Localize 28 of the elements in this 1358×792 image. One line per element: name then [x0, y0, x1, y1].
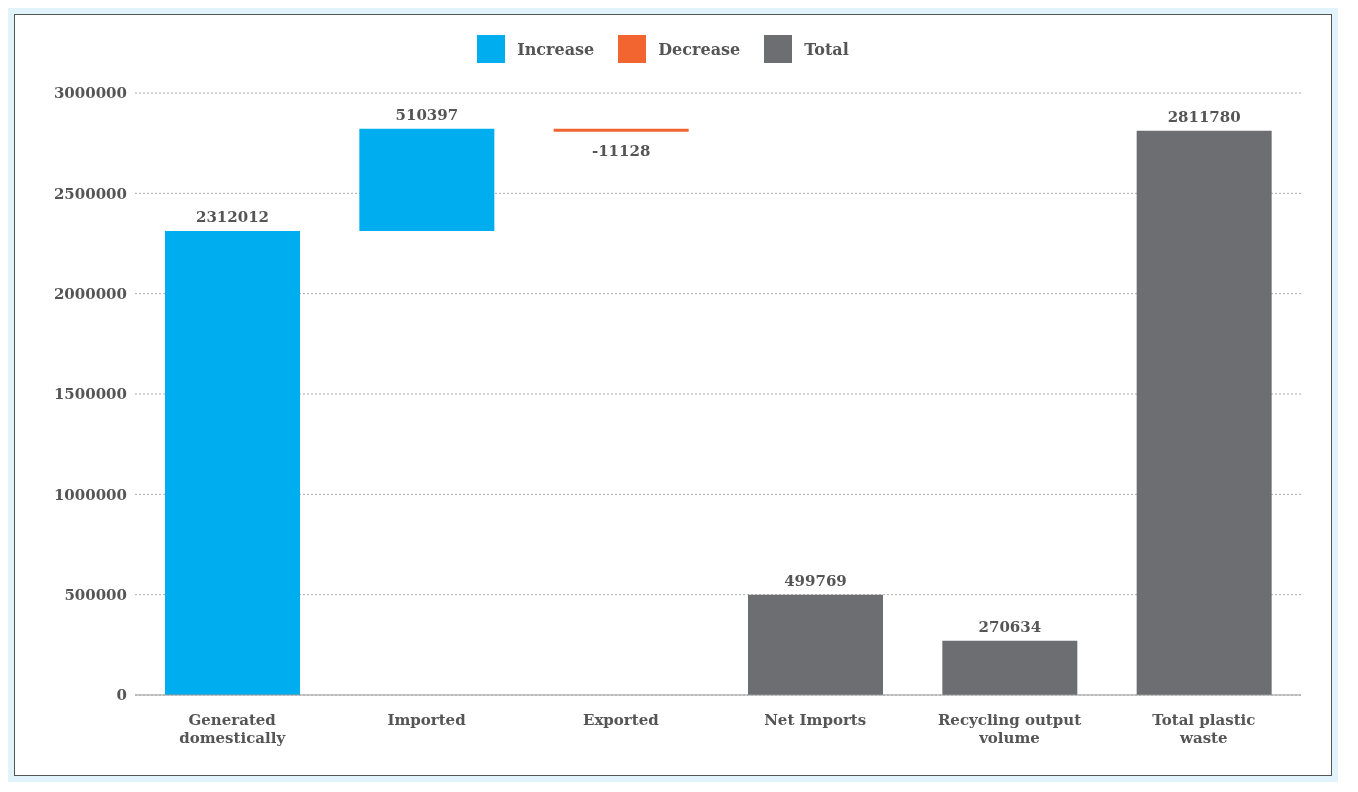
bar	[553, 128, 689, 132]
data-label: -11128	[591, 141, 651, 160]
y-tick-label: 3000000	[53, 84, 127, 103]
y-tick-label: 500000	[64, 585, 127, 604]
x-tick-label: Imported	[387, 711, 467, 729]
y-tick-label: 2500000	[53, 184, 127, 203]
x-tick-label: Recycling output volume	[937, 711, 1082, 747]
y-tick-label: 0	[116, 686, 127, 705]
y-tick-label: 1500000	[53, 385, 127, 404]
bar	[1136, 130, 1272, 695]
data-label: 2312012	[195, 208, 270, 227]
data-label: 510397	[395, 105, 459, 124]
x-tick-label: Generated domestically	[179, 711, 287, 747]
bar	[165, 231, 300, 695]
y-tick-label: 2000000	[53, 284, 127, 303]
x-tick-label: Exported	[582, 711, 660, 729]
x-tick-label: Total plastic waste	[1152, 711, 1256, 747]
x-tick-label: Net Imports	[764, 711, 867, 729]
legend-label: Total	[804, 39, 849, 59]
legend-label: Increase	[517, 39, 595, 59]
legend-label: Decrease	[658, 39, 741, 59]
bar	[359, 128, 495, 232]
data-label: 499769	[784, 571, 847, 590]
bar	[942, 640, 1078, 695]
y-tick-label: 1000000	[53, 485, 127, 504]
data-label: 270634	[978, 617, 1042, 636]
bar	[748, 594, 883, 695]
data-label: 2811780	[1167, 107, 1241, 126]
